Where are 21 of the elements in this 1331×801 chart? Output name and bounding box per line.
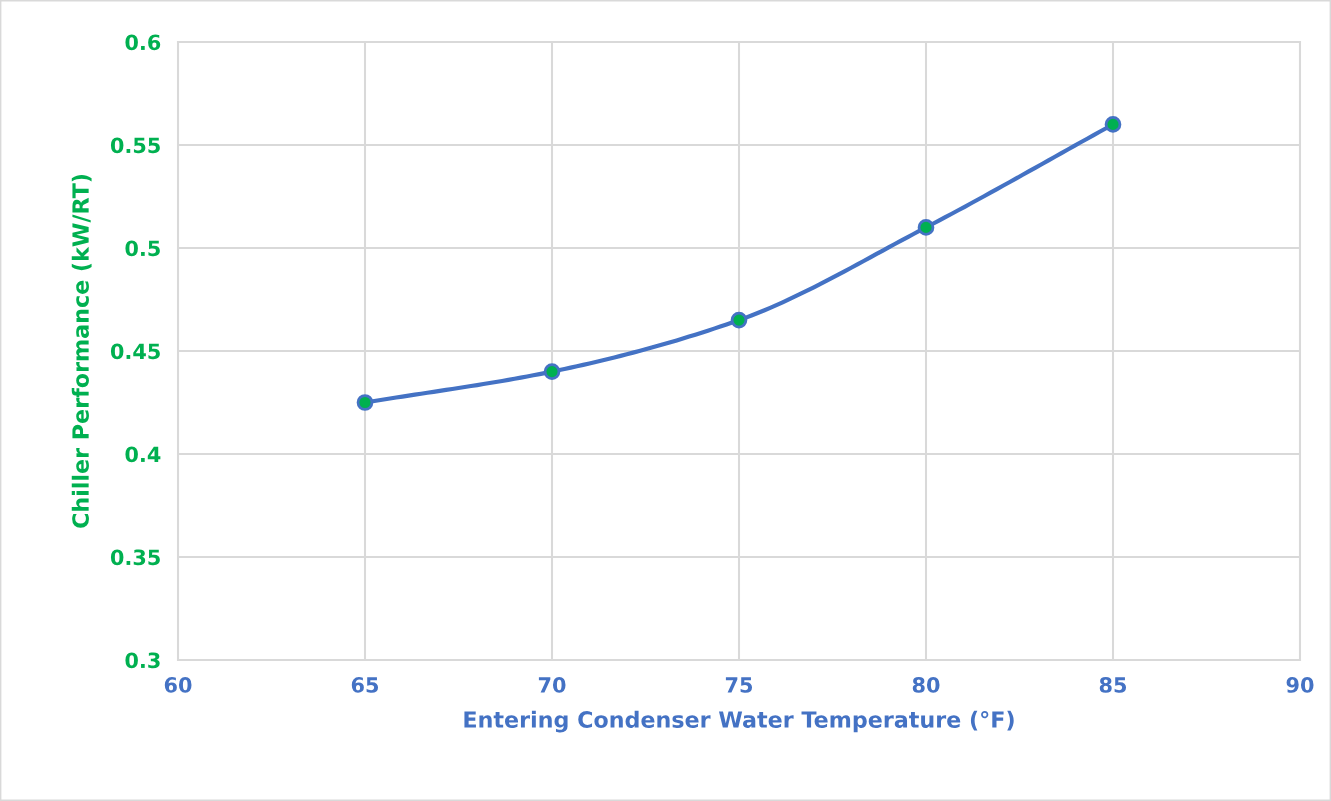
point <box>543 363 561 380</box>
y-tick-label: 0.45 <box>110 343 160 360</box>
x-tick-label: 70 <box>538 677 566 693</box>
x-tick-label: 65 <box>351 677 379 693</box>
x-tick-label: 75 <box>725 677 753 693</box>
point <box>917 219 935 236</box>
y-tick-label: 0.5 <box>125 240 160 257</box>
y-axis-title: Chiller Performance (kW/RT) <box>71 174 92 528</box>
y-tick-label: 0.35 <box>110 549 160 566</box>
point <box>1104 116 1122 133</box>
x-tick-label: 60 <box>164 677 192 693</box>
x-tick-label: 80 <box>912 677 940 693</box>
y-tick-label: 0.6 <box>125 34 161 51</box>
y-tick-label: 0.4 <box>125 446 161 463</box>
x-tick-label: 85 <box>1099 677 1127 693</box>
y-tick-label: 0.55 <box>110 137 160 154</box>
y-tick-label: 0.3 <box>125 652 160 669</box>
point <box>730 311 748 329</box>
x-axis-title: Entering Condenser Water Temperature (°F) <box>464 710 1014 733</box>
point <box>356 394 374 411</box>
x-tick-label: 90 <box>1286 677 1314 693</box>
